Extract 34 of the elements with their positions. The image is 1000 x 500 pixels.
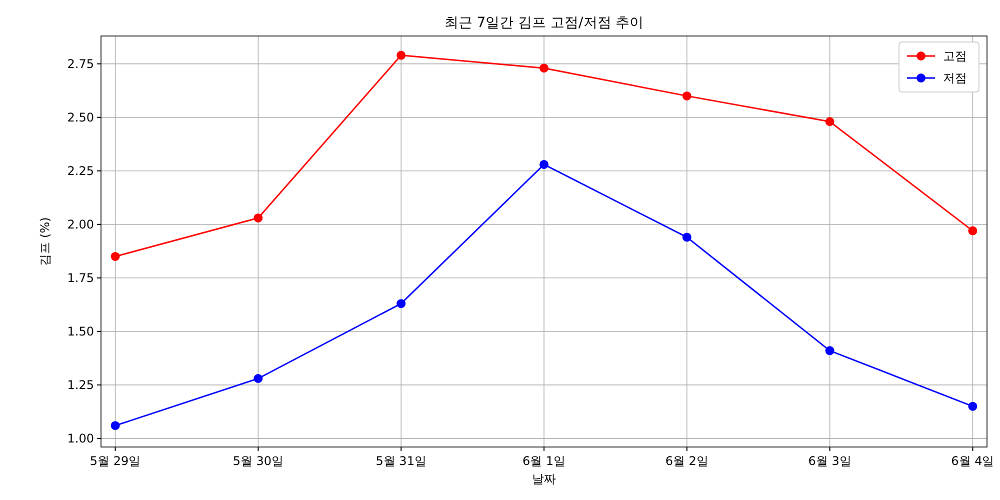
x-tick-label: 6월 4일 (951, 454, 994, 468)
y-tick-label: 2.25 (67, 164, 94, 178)
x-tick-label: 6월 1일 (522, 454, 566, 468)
chart-title: 최근 7일간 김프 고점/저점 추이 (444, 15, 644, 31)
x-tick-label: 5월 31일 (376, 454, 426, 468)
y-axis-title: 김프 (%) (38, 217, 52, 266)
y-tick-label: 1.00 (67, 431, 94, 446)
point (110, 252, 120, 261)
legend-label: 고점 (943, 49, 967, 63)
point (396, 299, 406, 308)
y-tick-label: 1.50 (67, 324, 94, 338)
point (825, 117, 834, 126)
x-tick-label: 5월 30일 (232, 454, 284, 468)
legend-label: 저점 (943, 71, 967, 85)
y-tick-label: 2.75 (67, 56, 94, 71)
point (254, 213, 263, 222)
point (682, 91, 692, 100)
point (396, 50, 406, 60)
point (254, 374, 263, 383)
point (540, 64, 548, 73)
point (968, 402, 978, 411)
point (540, 160, 548, 169)
x-tick-label: 5월 29일 (90, 454, 141, 468)
point (825, 346, 834, 356)
y-tick-label: 2.00 (67, 217, 94, 232)
x-tick-label: 6월 2일 (665, 454, 708, 468)
point (968, 226, 978, 236)
x-axis-title: 날짜 (532, 472, 556, 486)
y-tick-label: 2.50 (67, 110, 94, 124)
y-tick-label: 1.75 (67, 270, 94, 285)
point (682, 232, 692, 242)
y-tick-label: 1.25 (67, 378, 94, 392)
x-tick-label: 6월 3일 (808, 454, 852, 468)
point (110, 421, 120, 430)
